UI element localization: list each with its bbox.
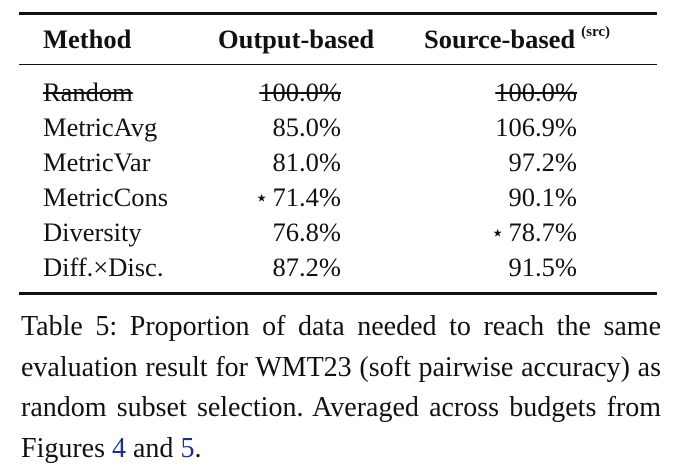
- row-output-value: ⋆ 71.4%: [209, 182, 341, 214]
- caption-text: Proportion of data needed to reach the s…: [21, 311, 662, 464]
- figure-ref-4[interactable]: 4: [112, 432, 126, 464]
- row-source-value: 100.0%: [439, 77, 577, 107]
- source-value-text: 90.1%: [508, 182, 577, 212]
- row-output-value: 85.0%: [209, 112, 341, 142]
- caption-label: Table 5:: [21, 311, 118, 342]
- row-output-value: 81.0%: [209, 147, 341, 177]
- row-output-value: 100.0%: [209, 77, 341, 107]
- source-value-text: 97.2%: [508, 147, 577, 177]
- row-output-value: 87.2%: [209, 252, 341, 282]
- output-value-text: 71.4%: [272, 182, 341, 212]
- row-source-value: 106.9%: [439, 112, 577, 142]
- row-method: Random: [43, 77, 133, 107]
- source-value-text: 100.0%: [495, 77, 577, 107]
- output-value-text: 81.0%: [272, 147, 341, 177]
- header-source-based: Source-based (src): [424, 24, 610, 59]
- row-method: Diversity: [43, 217, 142, 247]
- output-value-text: 85.0%: [272, 112, 341, 142]
- source-value-text: 78.7%: [508, 217, 577, 247]
- source-value-text: 106.9%: [495, 112, 577, 142]
- row-source-value: 91.5%: [439, 252, 577, 282]
- row-method: MetricVar: [43, 147, 151, 177]
- caption-end: .: [194, 432, 202, 464]
- header-output-based: Output-based: [218, 24, 375, 54]
- row-output-value: 76.8%: [209, 217, 341, 247]
- table-bottom-rule: [19, 292, 657, 295]
- row-source-value: 97.2%: [439, 147, 577, 177]
- figure-ref-5[interactable]: 5: [180, 432, 195, 464]
- source-value-text: 91.5%: [508, 252, 577, 282]
- header-source-based-label: Source-based: [424, 24, 576, 54]
- row-source-value: ⋆ 78.7%: [439, 217, 577, 249]
- table-caption: Table 5: Proportion of data needed to re…: [21, 307, 661, 469]
- output-value-text: 76.8%: [272, 217, 341, 247]
- table-header-rule: [19, 64, 657, 66]
- header-source-superscript: (src): [581, 24, 611, 40]
- output-value-text: 100.0%: [259, 77, 341, 107]
- best-star-icon: ⋆: [490, 220, 505, 245]
- best-star-icon: ⋆: [254, 185, 269, 210]
- header-method: Method: [43, 24, 132, 54]
- row-method: MetricCons: [43, 182, 169, 212]
- row-method: MetricAvg: [43, 112, 158, 142]
- row-source-value: 90.1%: [439, 182, 577, 212]
- caption-and: and: [133, 432, 174, 464]
- table-top-rule: [19, 12, 657, 15]
- row-method: Diff.×Disc.: [43, 252, 164, 282]
- output-value-text: 87.2%: [272, 252, 341, 282]
